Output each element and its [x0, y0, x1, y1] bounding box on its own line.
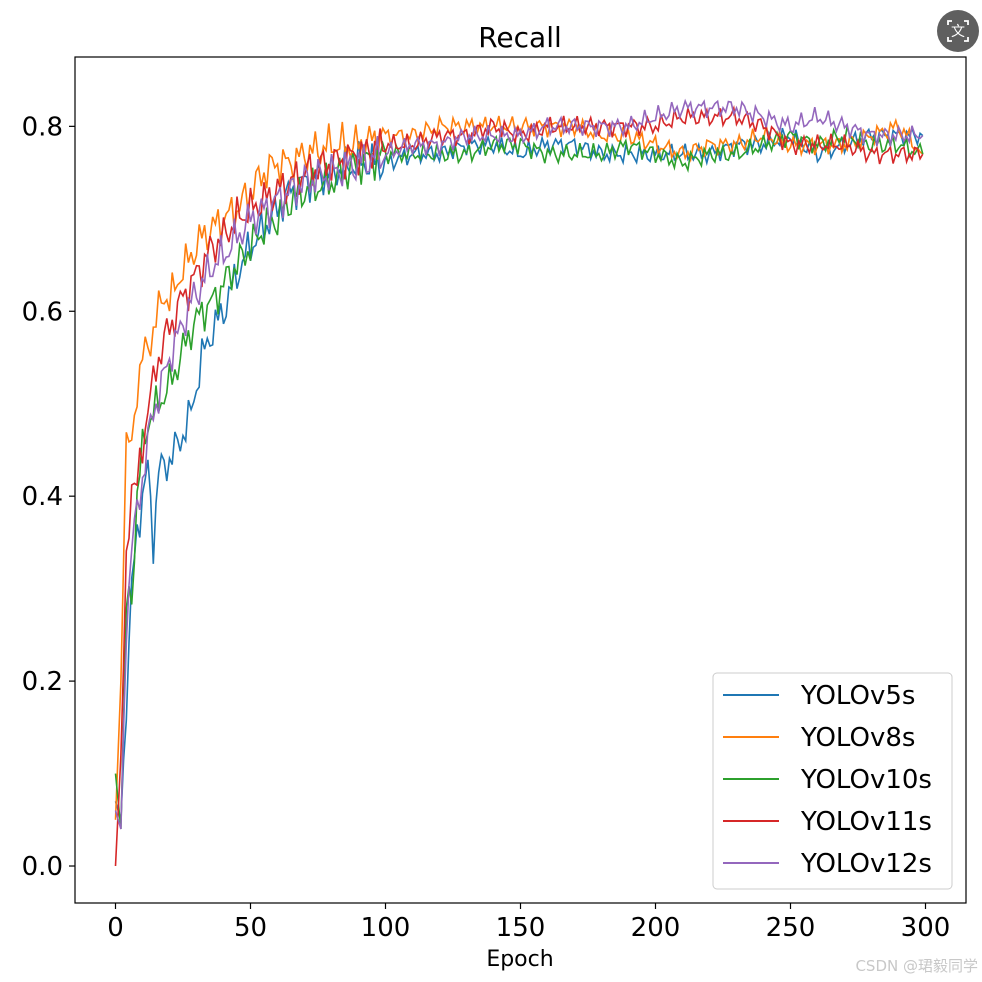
- legend-entry: YOLOv11s: [800, 807, 932, 837]
- x-tick-label: 250: [766, 913, 816, 943]
- y-tick-label: 0.0: [22, 852, 63, 882]
- x-axis-label: Epoch: [486, 947, 553, 972]
- legend-box: [712, 672, 953, 890]
- x-axis: 0 50 100 150 200 250 300: [107, 903, 950, 943]
- x-tick-label: 300: [901, 913, 951, 943]
- series-layer: [114, 98, 924, 867]
- x-tick-label: 100: [361, 913, 411, 943]
- x-tick-label: 200: [631, 913, 681, 943]
- y-tick-label: 0.2: [22, 667, 63, 697]
- y-tick-label: 0.4: [22, 482, 63, 512]
- y-tick-label: 0.8: [22, 112, 63, 142]
- translate-button[interactable]: 文: [937, 10, 979, 52]
- legend-entry: YOLOv12s: [800, 849, 932, 879]
- x-tick-label: 150: [496, 913, 546, 943]
- x-tick-label: 0: [107, 913, 124, 943]
- chart-title: Recall: [478, 21, 562, 54]
- watermark: CSDN @珺毅同学: [855, 957, 978, 975]
- legend-entry: YOLOv5s: [800, 681, 915, 711]
- legend: YOLOv5s YOLOv8s YOLOv10s YOLOv11s YOLOv12s: [712, 672, 953, 890]
- svg-text:文: 文: [951, 24, 965, 40]
- x-tick-label: 50: [234, 913, 267, 943]
- series-line-yolov11s: [114, 105, 924, 867]
- series-line-yolov12s: [114, 98, 924, 830]
- y-tick-label: 0.6: [22, 297, 63, 327]
- translate-icon: 文: [947, 20, 969, 42]
- legend-entry: YOLOv8s: [800, 723, 915, 753]
- legend-entry: YOLOv10s: [800, 765, 932, 795]
- series-line-yolov10s: [114, 126, 924, 830]
- y-axis: 0.0 0.2 0.4 0.6 0.8: [22, 112, 75, 882]
